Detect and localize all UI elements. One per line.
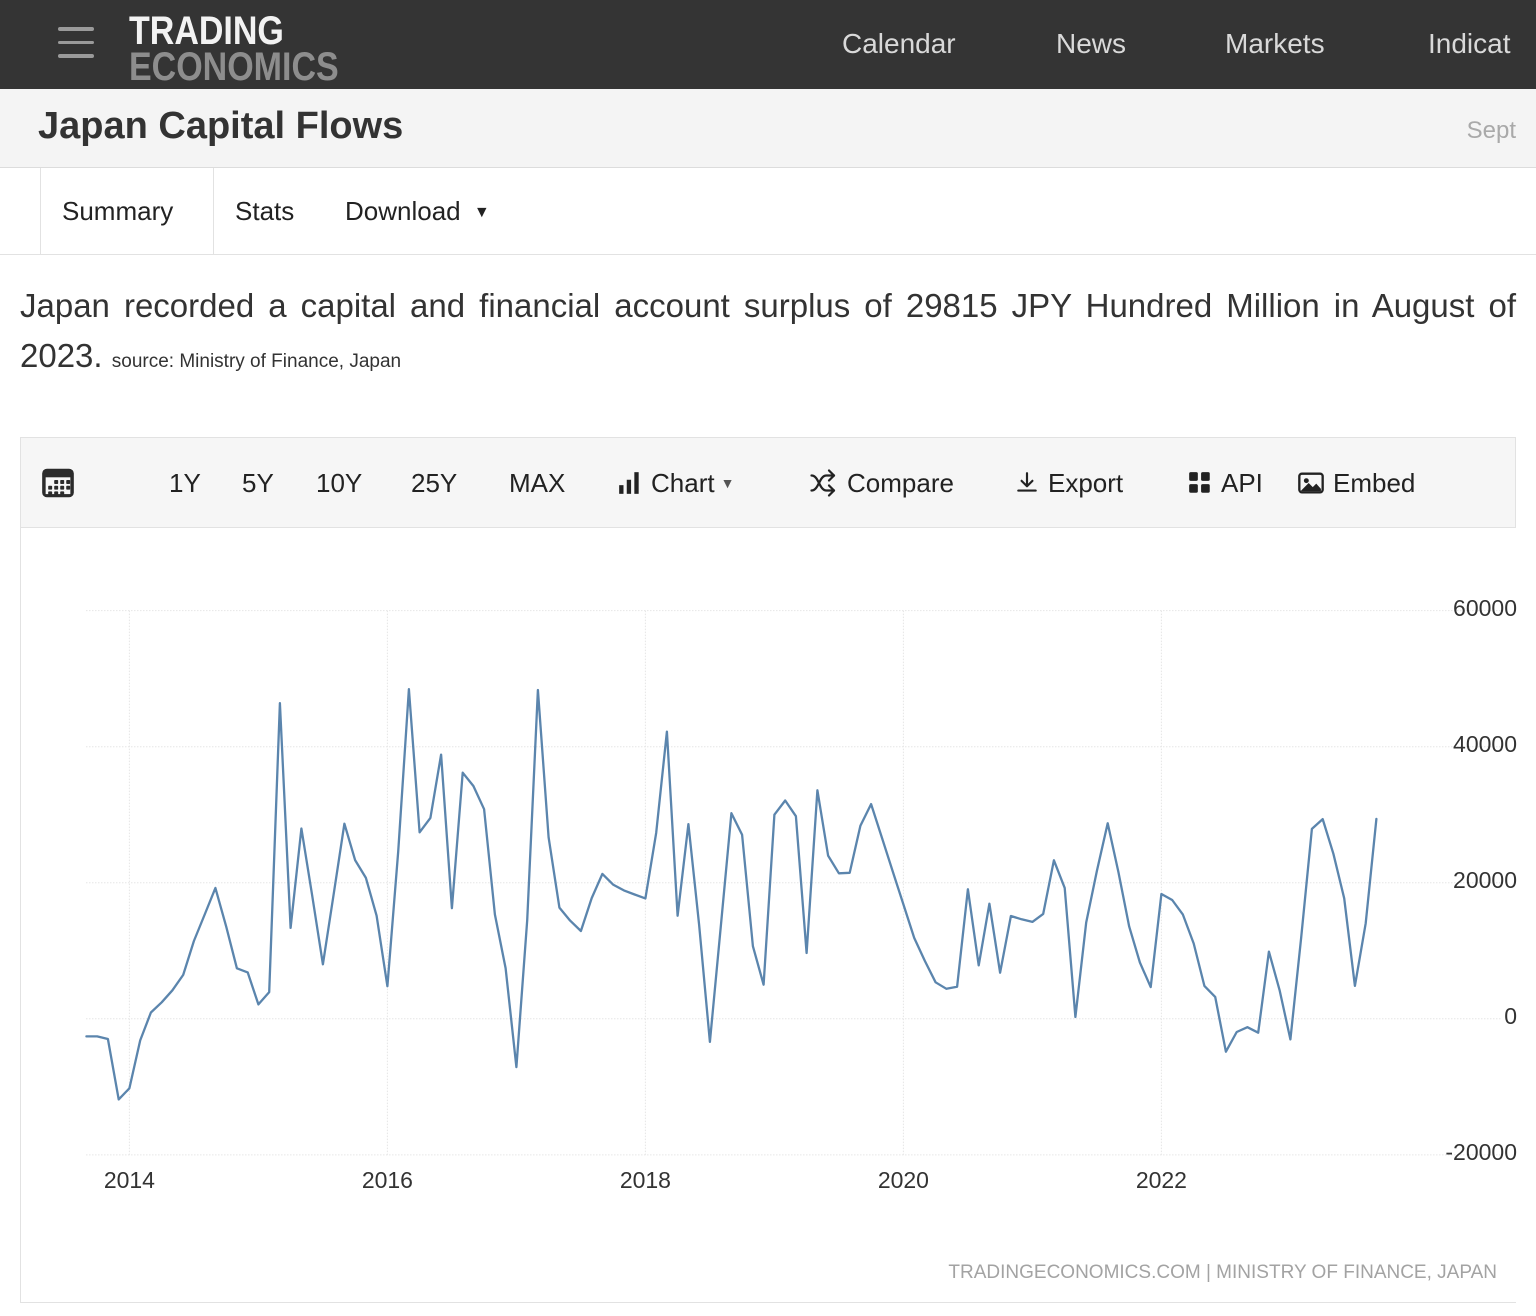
svg-text:2018: 2018 <box>620 1167 671 1193</box>
svg-text:60000: 60000 <box>1453 595 1517 621</box>
svg-text:2022: 2022 <box>1136 1167 1187 1193</box>
svg-text:-20000: -20000 <box>1445 1139 1517 1165</box>
svg-text:20000: 20000 <box>1453 867 1517 893</box>
svg-text:2020: 2020 <box>878 1167 929 1193</box>
svg-text:2016: 2016 <box>362 1167 413 1193</box>
svg-text:0: 0 <box>1504 1003 1517 1029</box>
svg-text:2014: 2014 <box>104 1167 155 1193</box>
svg-text:40000: 40000 <box>1453 731 1517 757</box>
